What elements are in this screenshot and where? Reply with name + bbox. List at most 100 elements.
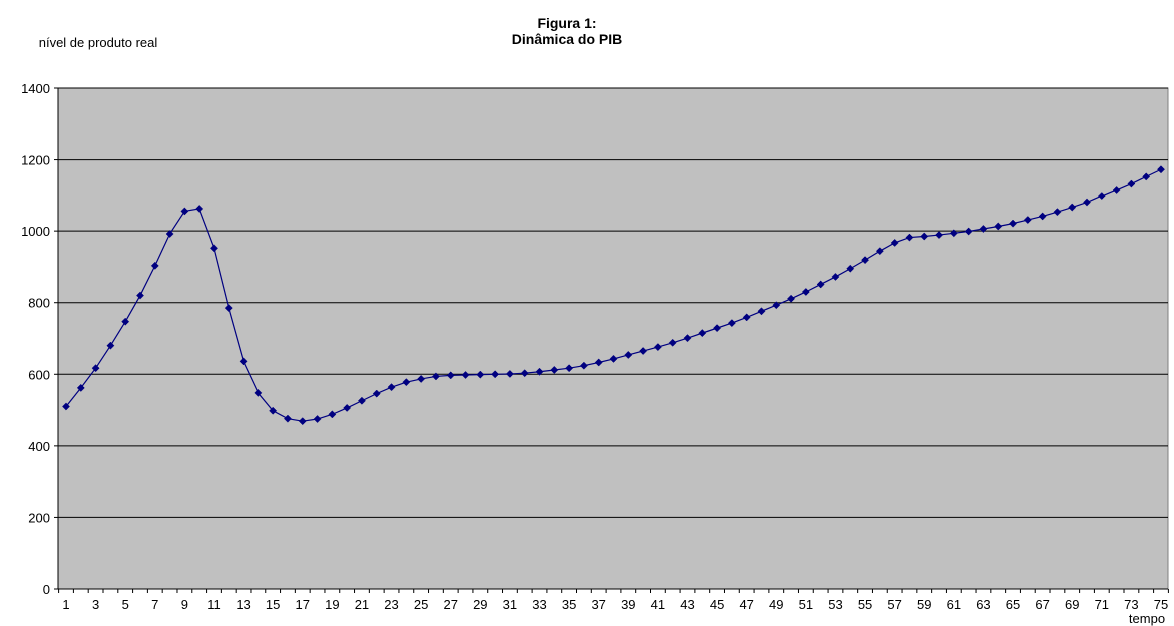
data-point (816, 280, 825, 289)
x-tick-label: 37 (591, 597, 605, 612)
data-point (609, 354, 618, 363)
x-tick-label: 75 (1154, 597, 1168, 612)
plot-area (57, 87, 1169, 590)
data-point (1023, 216, 1032, 225)
data-point (62, 402, 70, 411)
data-point (402, 378, 411, 387)
data-point (964, 227, 973, 236)
x-tick-label: 65 (1006, 597, 1020, 612)
data-point (1038, 212, 1047, 221)
y-tick-label: 1200 (21, 153, 50, 168)
data-point (713, 324, 722, 333)
x-tick-label: 21 (355, 597, 369, 612)
y-tick-label: 1000 (21, 224, 50, 239)
x-tick-label: 55 (858, 597, 872, 612)
x-tick-label: 1 (62, 597, 69, 612)
data-point (150, 261, 159, 270)
data-point (639, 347, 648, 355)
data-point (357, 396, 366, 405)
data-point (446, 371, 455, 380)
data-point (387, 383, 396, 392)
data-point (698, 329, 707, 338)
data-point (846, 264, 855, 273)
axes (54, 87, 1169, 593)
data-point (935, 231, 943, 240)
x-tick-label: 23 (384, 597, 398, 612)
data-point (269, 406, 278, 415)
data-point (535, 367, 544, 376)
data-point (653, 343, 662, 352)
x-tick-label: 67 (1035, 597, 1049, 612)
data-point (565, 364, 574, 373)
x-tick-label: 15 (266, 597, 280, 612)
x-tick-labels: 1 3 5 7 9 11 13 15 17 19 21 23 25 27 29 31 33 35 37 39 41 43 4… (62, 597, 1168, 612)
data-point (195, 205, 204, 213)
data-point (905, 233, 914, 242)
data-point (949, 229, 958, 238)
data-point (284, 414, 292, 423)
data-point (476, 370, 485, 379)
data-point (994, 222, 1003, 231)
chart-subtitle: Dinâmica do PIB (512, 31, 622, 47)
x-tick-label: 33 (532, 597, 546, 612)
data-point (180, 207, 189, 216)
x-tick-label: 71 (1095, 597, 1109, 612)
x-tick-label: 51 (799, 597, 813, 612)
data-point (106, 341, 115, 350)
y-tick-labels: 0 200 400 600 800 1000 1200 1400 (21, 81, 50, 597)
data-point (313, 415, 322, 423)
y-tick-label: 400 (28, 439, 50, 454)
data-point (801, 288, 810, 296)
x-tick-label: 63 (976, 597, 990, 612)
data-point (727, 319, 736, 328)
data-point (1127, 179, 1136, 188)
x-tick-label: 5 (122, 597, 129, 612)
x-tick-label: 11 (207, 597, 221, 612)
data-point (224, 304, 233, 313)
data-point (979, 225, 988, 233)
data-point (372, 389, 381, 398)
x-tick-label: 73 (1124, 597, 1138, 612)
x-tick-label: 45 (710, 597, 724, 612)
data-point (875, 247, 884, 256)
x-tick-label: 57 (887, 597, 901, 612)
chart-title: Figura 1: (537, 15, 596, 31)
x-tick-label: 53 (828, 597, 842, 612)
data-point (831, 272, 840, 281)
data-point (210, 244, 218, 253)
data-point (757, 307, 766, 316)
x-tick-label: 35 (562, 597, 576, 612)
x-tick-label: 13 (236, 597, 250, 612)
x-tick-label: 29 (473, 597, 487, 612)
data-point (1068, 203, 1077, 212)
data-point (461, 371, 470, 379)
x-tick-label: 43 (680, 597, 694, 612)
y-tick-label: 1400 (21, 81, 50, 96)
x-tick-label: 27 (443, 597, 457, 612)
data-point (594, 358, 603, 367)
data-point (1112, 186, 1121, 194)
x-tick-label: 3 (92, 597, 99, 612)
x-tick-label: 49 (769, 597, 783, 612)
data-point (136, 291, 144, 300)
y-tick-label: 200 (28, 510, 50, 525)
data-point (861, 256, 870, 265)
x-tick-label: 31 (503, 597, 517, 612)
data-point (1083, 198, 1091, 207)
data-point (1053, 208, 1062, 217)
data-point (579, 361, 588, 370)
x-tick-label: 59 (917, 597, 931, 612)
data-point (1097, 192, 1106, 201)
data-point (624, 351, 633, 359)
data-point (343, 403, 352, 412)
data-point (1009, 219, 1017, 228)
data-point (91, 364, 100, 373)
x-tick-label: 9 (181, 597, 188, 612)
y-axis-label: nível de produto real (39, 35, 158, 50)
data-point (890, 238, 899, 247)
x-axis-label: tempo (1129, 611, 1165, 626)
data-point (76, 383, 85, 392)
x-tick-label: 7 (151, 597, 158, 612)
data-point (1157, 165, 1165, 174)
